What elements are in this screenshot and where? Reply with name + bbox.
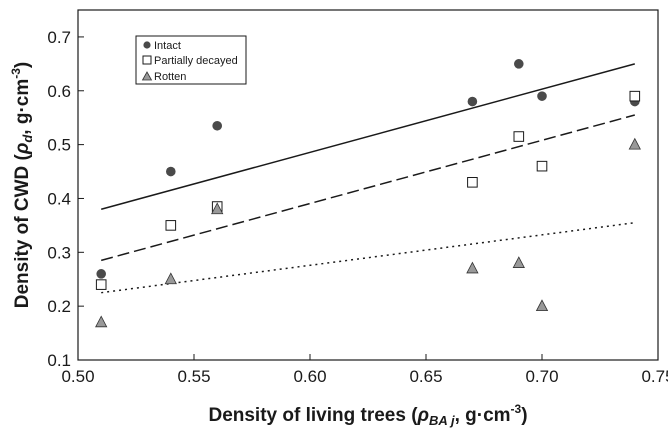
x-axis-ticks: 0.50 0.55 0.60 0.65 0.70 0.75	[61, 354, 668, 386]
point-rotten	[211, 202, 224, 215]
point-rotten	[535, 299, 549, 312]
y-tick-label: 0.7	[47, 28, 71, 47]
legend-marker-intact	[143, 41, 151, 49]
point-rotten	[95, 315, 108, 328]
point-rotten	[466, 261, 479, 274]
legend-marker-rotten	[141, 71, 153, 81]
point-intact	[166, 166, 176, 177]
x-tick-label: 0.70	[525, 367, 558, 386]
x-tick-label: 0.60	[293, 367, 326, 386]
legend-marker-partially-decayed	[142, 55, 152, 65]
legend: Intact Partially decayed Rotten	[135, 35, 247, 85]
trendline-partially-decayed	[101, 114, 635, 262]
point-partially-decayed	[513, 131, 525, 142]
x-tick-label: 0.75	[641, 367, 668, 386]
y-axis-ticks: 0.1 0.2 0.3 0.4 0.5 0.6 0.7	[47, 28, 84, 370]
y-axis-title: Density of CWD (ρd, g·cm-3)	[9, 62, 35, 309]
point-partially-decayed	[536, 160, 548, 172]
legend-label-partially-decayed: Partially decayed	[154, 55, 238, 67]
y-tick-label: 0.1	[47, 351, 71, 370]
data-points	[95, 59, 641, 328]
y-tick-label: 0.4	[47, 189, 71, 208]
point-intact	[212, 120, 222, 131]
legend-label-rotten: Rotten	[154, 71, 186, 83]
x-axis-title: Density of living trees (ρBA j, g·cm-3)	[208, 402, 527, 428]
point-rotten	[512, 256, 525, 268]
trendline-rotten	[101, 221, 635, 294]
trendlines	[101, 63, 635, 294]
point-intact	[467, 96, 478, 107]
point-partially-decayed	[165, 220, 177, 231]
y-tick-label: 0.6	[47, 82, 71, 101]
x-tick-label: 0.50	[61, 367, 94, 386]
point-rotten	[628, 137, 641, 150]
point-partially-decayed	[629, 90, 641, 102]
plot-frame	[77, 9, 659, 361]
point-partially-decayed	[467, 177, 478, 188]
x-tick-label: 0.65	[409, 367, 442, 386]
y-tick-label: 0.3	[47, 243, 71, 262]
trendline-intact	[101, 63, 635, 210]
point-intact	[514, 59, 524, 69]
point-intact	[537, 91, 547, 101]
y-tick-label: 0.2	[47, 297, 71, 316]
point-rotten	[164, 272, 177, 285]
x-tick-label: 0.55	[177, 367, 210, 386]
point-intact	[96, 269, 106, 279]
legend-box	[135, 35, 247, 85]
legend-label-intact: Intact	[154, 40, 181, 52]
point-partially-decayed	[95, 279, 107, 290]
y-tick-label: 0.5	[47, 136, 71, 155]
